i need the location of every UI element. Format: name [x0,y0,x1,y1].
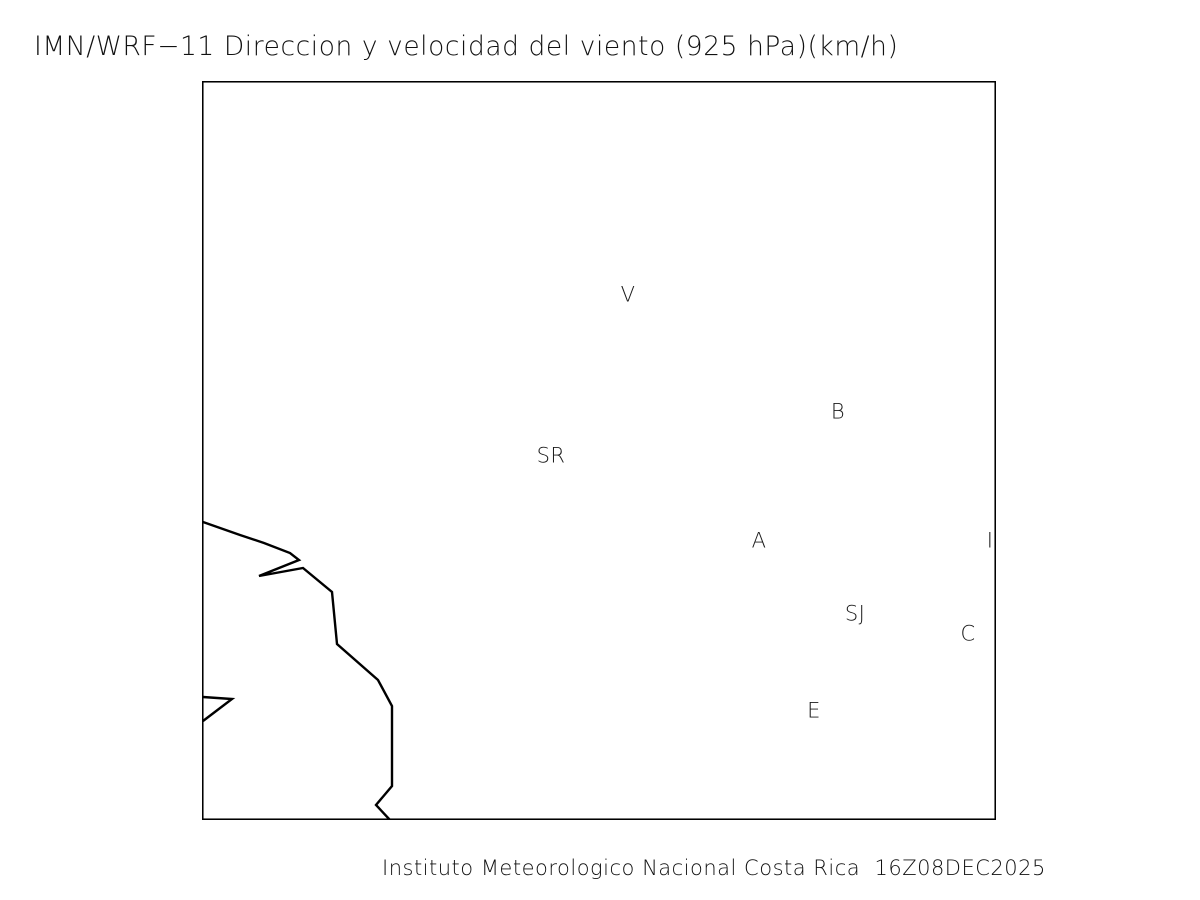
station-label-e: E [807,698,821,723]
station-label-sr: SR [536,443,566,468]
coastline-peninsula [202,695,236,722]
footer-credit: Instituto Meteorologico Nacional Costa R… [382,856,1046,880]
station-label-v: V [620,282,636,307]
map-panel[interactable]: V B SR A I SJ C E [202,81,996,820]
station-label-b: B [830,399,846,424]
map-frame [202,81,996,820]
map-canvas [202,81,996,820]
station-label-c: C [960,621,976,646]
coastline-main [202,520,394,820]
station-label-i: I [986,528,994,553]
station-label-a: A [751,528,767,553]
station-label-sj: SJ [844,601,866,626]
page-title: IMN/WRF−11 Direccion y velocidad del vie… [34,31,899,62]
